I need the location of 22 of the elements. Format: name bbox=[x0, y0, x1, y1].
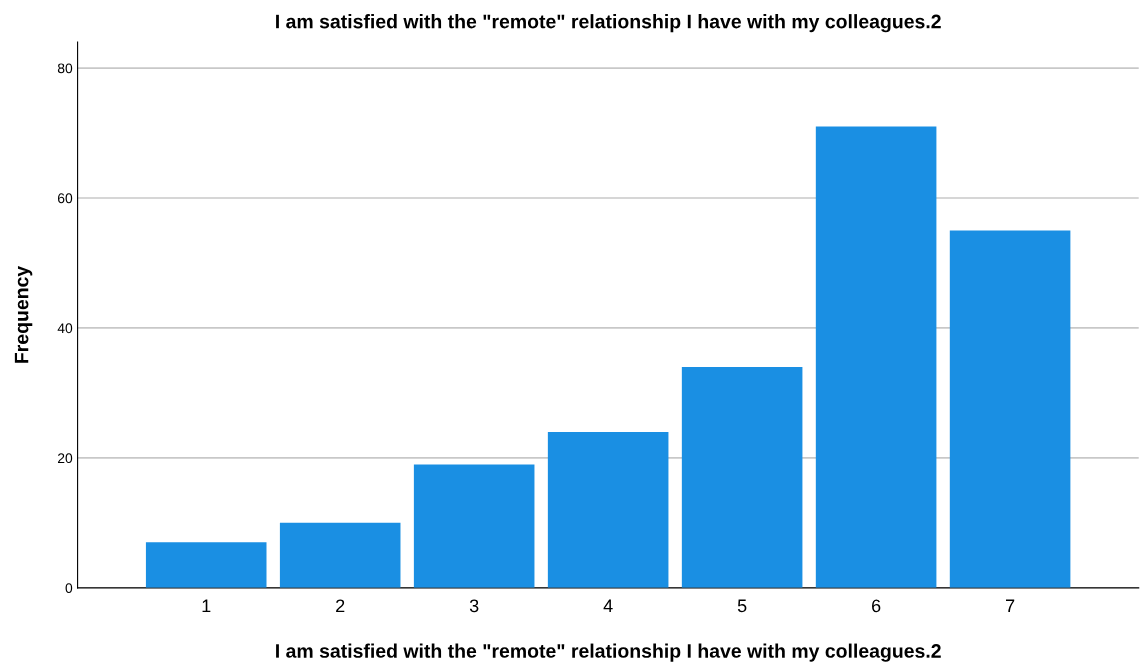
x-tick-label: 7 bbox=[1006, 599, 1015, 613]
y-axis-title: Frequency bbox=[14, 265, 33, 363]
bar bbox=[949, 230, 1071, 588]
bar bbox=[681, 366, 803, 588]
y-tick-label: 80 bbox=[57, 63, 73, 74]
bar bbox=[145, 542, 267, 588]
bar bbox=[547, 431, 669, 588]
chart-title: I am satisfied with the "remote" relationship I have with my colleagues.2 bbox=[276, 14, 941, 33]
x-tick-label: 2 bbox=[336, 599, 345, 613]
y-tick-label: 20 bbox=[57, 453, 73, 464]
bar bbox=[279, 522, 401, 588]
y-tick-label: 0 bbox=[65, 583, 73, 594]
x-tick-label: 1 bbox=[202, 599, 211, 613]
x-tick-label: 6 bbox=[872, 599, 881, 613]
bar bbox=[413, 464, 535, 588]
y-tick-label: 40 bbox=[57, 323, 73, 334]
x-tick-label: 4 bbox=[603, 599, 613, 613]
y-tick-label: 60 bbox=[57, 193, 73, 204]
x-tick-label: 3 bbox=[469, 599, 479, 613]
x-tick-label: 5 bbox=[737, 599, 747, 613]
bar bbox=[815, 126, 937, 588]
x-axis-title: I am satisfied with the "remote" relationship I have with my colleagues.2 bbox=[276, 643, 941, 662]
